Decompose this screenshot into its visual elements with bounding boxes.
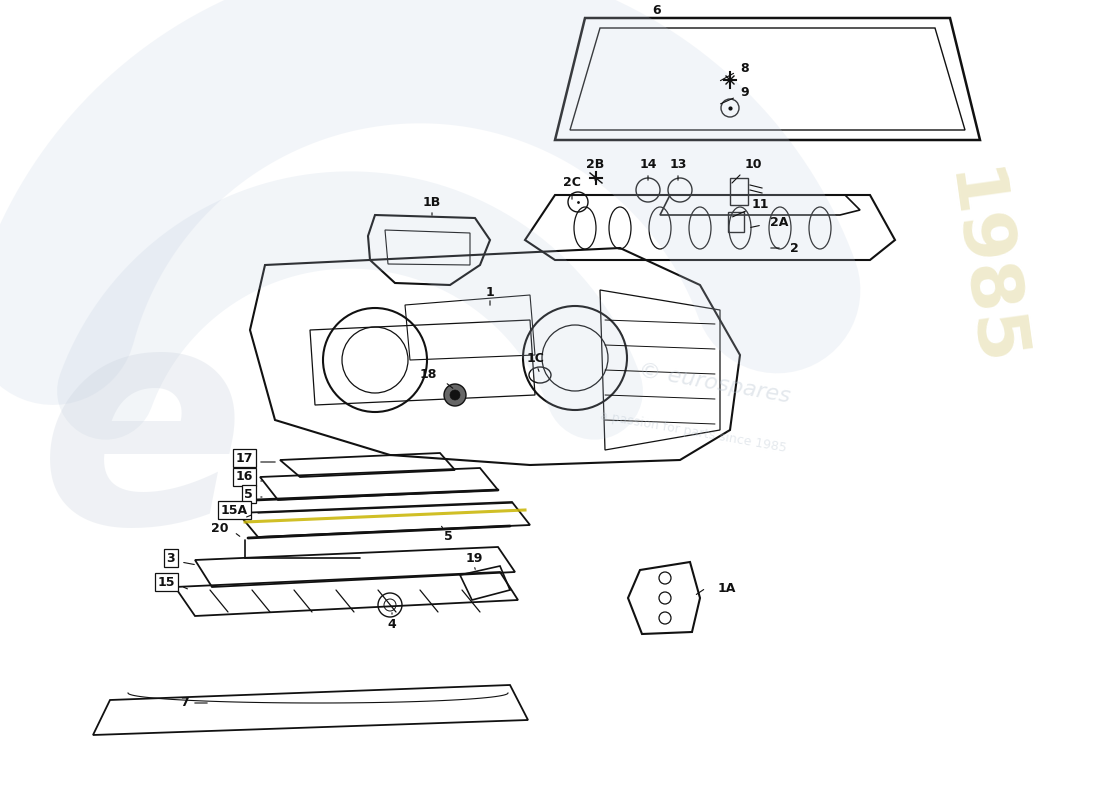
Text: 16: 16: [235, 470, 253, 483]
Text: 5: 5: [443, 530, 452, 542]
Text: 2C: 2C: [563, 177, 581, 190]
Text: 5: 5: [244, 487, 253, 501]
Text: 1985: 1985: [932, 166, 1028, 374]
Text: © eurospares: © eurospares: [638, 361, 792, 407]
Text: 3: 3: [166, 551, 175, 565]
Text: 2: 2: [790, 242, 799, 254]
Text: 2B: 2B: [586, 158, 604, 171]
Text: 7: 7: [180, 697, 189, 710]
Text: 14: 14: [639, 158, 657, 171]
Text: 10: 10: [745, 158, 762, 171]
Text: 1A: 1A: [718, 582, 736, 594]
Text: 2A: 2A: [770, 215, 789, 229]
Circle shape: [444, 384, 466, 406]
Text: 1: 1: [485, 286, 494, 298]
Text: e: e: [40, 291, 246, 589]
Circle shape: [450, 390, 460, 400]
Text: 15A: 15A: [221, 503, 248, 517]
Text: 20: 20: [210, 522, 228, 534]
Text: 1C: 1C: [526, 351, 543, 365]
Text: 1B: 1B: [422, 195, 441, 209]
Text: 8: 8: [740, 62, 749, 74]
Text: 11: 11: [752, 198, 770, 211]
Text: 17: 17: [235, 451, 253, 465]
Text: 13: 13: [669, 158, 686, 171]
Text: 19: 19: [465, 551, 483, 565]
Text: 18: 18: [419, 369, 437, 382]
Text: 15: 15: [157, 575, 175, 589]
Text: 9: 9: [740, 86, 749, 99]
Text: 4: 4: [387, 618, 396, 630]
Text: 6: 6: [652, 3, 661, 17]
Text: a passion for parts since 1985: a passion for parts since 1985: [598, 409, 788, 455]
